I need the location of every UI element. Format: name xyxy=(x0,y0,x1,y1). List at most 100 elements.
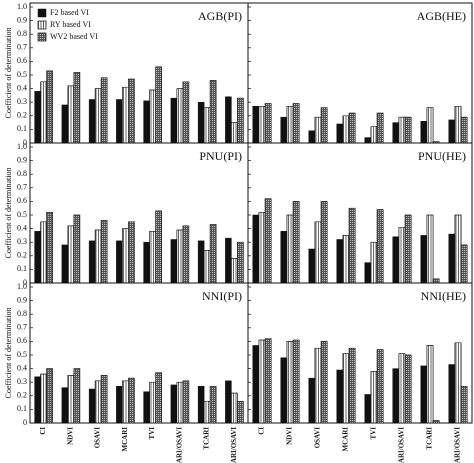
bar xyxy=(252,106,260,144)
bar xyxy=(308,377,316,424)
panel-title: NNI(PI) xyxy=(202,289,242,303)
bar xyxy=(336,369,344,424)
bar xyxy=(336,239,344,284)
y-tick-label: 0.7 xyxy=(17,323,27,332)
bar-pattern xyxy=(460,116,468,144)
bar-pattern xyxy=(454,106,462,144)
bar-pattern xyxy=(404,214,412,284)
x-tick-label: OSAVI xyxy=(94,427,102,449)
x-tick-label: CI xyxy=(39,427,47,435)
bar xyxy=(116,99,123,144)
bar-pattern xyxy=(122,86,129,144)
bar-pattern xyxy=(73,72,81,144)
y-tick-label: 0.3 xyxy=(17,377,27,386)
bar xyxy=(364,394,372,424)
bar xyxy=(61,244,69,284)
panel-title: NNI(HE) xyxy=(421,289,466,303)
bar-pattern xyxy=(182,81,190,144)
bar-pattern xyxy=(426,107,434,144)
bar-pattern xyxy=(258,212,266,284)
bar-pattern xyxy=(209,80,217,144)
x-tick-label: TCARI/OSAVI xyxy=(454,427,462,463)
x-tick-label: MCARI/OSAVI xyxy=(175,427,183,463)
y-tick-label: 0.4 xyxy=(17,83,27,92)
bar xyxy=(143,100,150,144)
bar-pattern xyxy=(292,339,300,424)
legend-label: RY based VI xyxy=(50,20,91,29)
y-tick-label: 0.6 xyxy=(17,196,27,205)
bar-pattern xyxy=(264,338,272,424)
bar-pattern xyxy=(314,347,322,424)
bar-pattern xyxy=(100,77,108,144)
bar-pattern xyxy=(67,225,75,284)
bar-pattern xyxy=(182,225,190,284)
panel-title: AGB(PI) xyxy=(198,9,242,23)
bar-pattern xyxy=(40,373,47,424)
bar xyxy=(392,236,400,284)
bar-pattern xyxy=(258,339,266,424)
y-tick-label: 0.6 xyxy=(17,336,27,345)
bar-pattern xyxy=(264,198,272,284)
bar xyxy=(252,345,260,424)
bar-pattern xyxy=(209,386,217,424)
bar-pattern xyxy=(398,226,406,284)
x-tick-label: NDVI xyxy=(286,427,294,445)
bar-pattern xyxy=(209,224,217,284)
bar-pattern xyxy=(155,66,162,144)
bar xyxy=(61,387,69,424)
bar-pattern xyxy=(128,78,135,144)
bar xyxy=(364,262,372,284)
legend-label: WV2 based VI xyxy=(50,32,98,41)
bar xyxy=(336,123,344,144)
bar-pattern xyxy=(286,341,294,424)
x-tick-label: TCARI/OSAVI xyxy=(230,427,238,463)
y-tick-label: 0.2 xyxy=(17,391,27,400)
bar xyxy=(280,357,288,424)
bar xyxy=(116,240,123,284)
x-tick-label: TVI xyxy=(148,427,156,440)
bar-pattern xyxy=(320,107,328,144)
y-tick-label: 0.7 xyxy=(17,183,27,192)
y-tick-label: 0.9 xyxy=(17,295,27,304)
legend-swatch xyxy=(37,8,47,18)
x-tick-label: NDVI xyxy=(66,427,74,445)
bar-pattern xyxy=(258,106,266,144)
bar-pattern xyxy=(432,278,440,284)
y-tick-label: 0 xyxy=(23,278,27,287)
bar xyxy=(448,233,456,284)
bar-pattern xyxy=(320,201,328,284)
bar-pattern xyxy=(370,371,378,424)
bar-pattern xyxy=(94,229,102,284)
y-tick-label: 0.8 xyxy=(17,169,27,178)
bar-pattern xyxy=(370,241,378,284)
bar-pattern xyxy=(348,347,356,424)
bar-pattern xyxy=(398,353,406,424)
bar-pattern xyxy=(286,106,294,144)
bar xyxy=(34,231,41,284)
bar-pattern xyxy=(376,349,384,424)
bar-pattern xyxy=(40,221,47,284)
x-tick-label: TCARI xyxy=(426,427,434,450)
bar-pattern xyxy=(314,116,322,144)
bar-pattern xyxy=(426,345,434,424)
bar-pattern xyxy=(404,116,412,144)
y-tick-label: 0.5 xyxy=(17,350,27,359)
bar-pattern xyxy=(454,214,462,284)
bar xyxy=(420,120,428,144)
panel-title: PNU(PI) xyxy=(199,149,242,163)
bar-pattern xyxy=(203,250,211,284)
bar-pattern xyxy=(432,420,440,424)
bar xyxy=(280,116,288,144)
bar-pattern xyxy=(46,212,53,284)
bar-pattern xyxy=(231,258,238,284)
bar-pattern xyxy=(40,81,47,144)
bar-pattern xyxy=(292,201,300,284)
bar-pattern xyxy=(94,380,102,424)
bar-pattern xyxy=(176,88,184,144)
bar xyxy=(392,368,400,424)
bar-pattern xyxy=(286,214,294,284)
legend-swatch-pattern xyxy=(37,32,47,42)
bar-pattern xyxy=(203,400,211,424)
bar-pattern xyxy=(73,214,81,284)
